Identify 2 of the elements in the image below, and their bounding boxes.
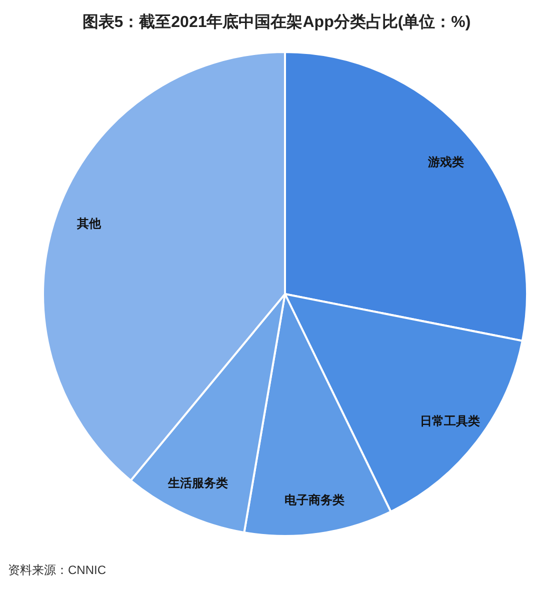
title: 图表5：截至2021年底中国在架App分类占比(单位：%) xyxy=(82,14,471,31)
annotation: 资料来源：CNNIC xyxy=(8,563,106,577)
